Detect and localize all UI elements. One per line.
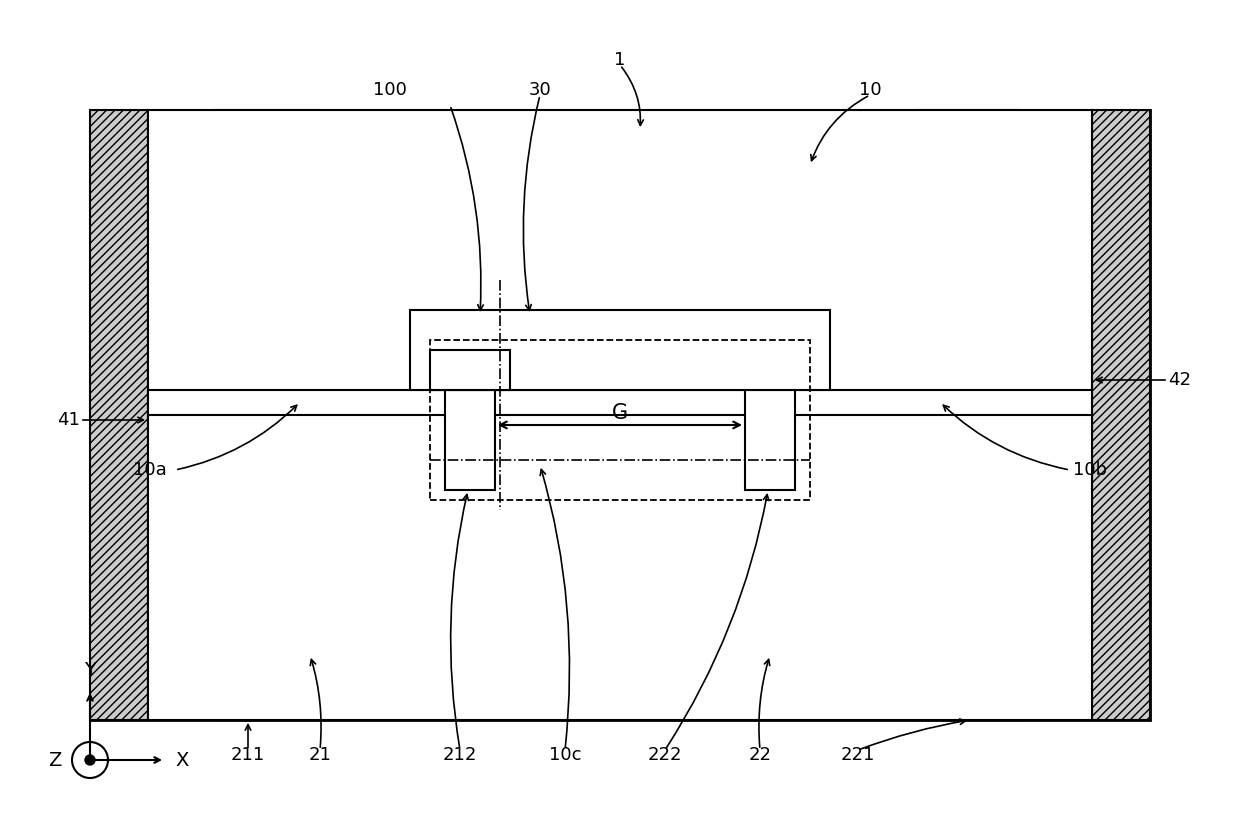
Bar — [745, 390, 795, 490]
Text: Z: Z — [48, 751, 62, 770]
Bar — [915, 655, 1021, 720]
Text: 100: 100 — [373, 81, 407, 99]
Text: 10: 10 — [858, 81, 882, 99]
Text: G: G — [611, 403, 629, 423]
Text: 1: 1 — [614, 51, 626, 69]
Bar — [915, 110, 1021, 175]
Text: 212: 212 — [443, 746, 477, 764]
Text: X: X — [175, 751, 188, 770]
Text: 22: 22 — [749, 746, 771, 764]
Bar — [215, 655, 320, 720]
Text: 10b: 10b — [1073, 461, 1107, 479]
Text: 21: 21 — [309, 746, 331, 764]
Bar — [1092, 110, 1149, 720]
Circle shape — [86, 755, 95, 765]
Bar — [215, 110, 320, 175]
Text: 41: 41 — [57, 411, 79, 429]
Bar — [91, 110, 1149, 720]
Bar — [91, 110, 148, 720]
Text: 222: 222 — [647, 746, 682, 764]
Text: 10c: 10c — [549, 746, 582, 764]
Text: 10a: 10a — [133, 461, 167, 479]
Bar — [430, 340, 810, 500]
Bar — [148, 110, 1092, 720]
Text: Y: Y — [84, 661, 95, 680]
Text: 30: 30 — [528, 81, 552, 99]
Text: 221: 221 — [841, 746, 875, 764]
Bar — [445, 390, 495, 490]
Bar — [410, 310, 830, 390]
Text: 42: 42 — [1168, 371, 1192, 389]
Bar — [430, 350, 510, 390]
Text: 211: 211 — [231, 746, 265, 764]
